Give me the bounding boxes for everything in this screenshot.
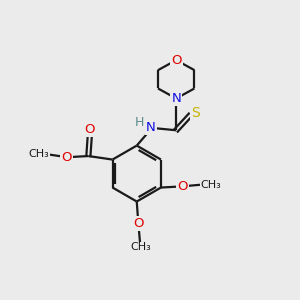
Text: O: O: [133, 217, 143, 230]
Text: O: O: [85, 123, 95, 136]
Text: N: N: [171, 92, 181, 105]
Text: O: O: [178, 180, 188, 193]
Text: CH₃: CH₃: [131, 242, 152, 253]
Text: N: N: [146, 121, 155, 134]
Text: O: O: [171, 54, 181, 67]
Text: CH₃: CH₃: [28, 149, 49, 159]
Text: S: S: [191, 106, 200, 121]
Text: O: O: [61, 151, 72, 164]
Text: H: H: [134, 116, 144, 128]
Text: CH₃: CH₃: [201, 180, 221, 190]
